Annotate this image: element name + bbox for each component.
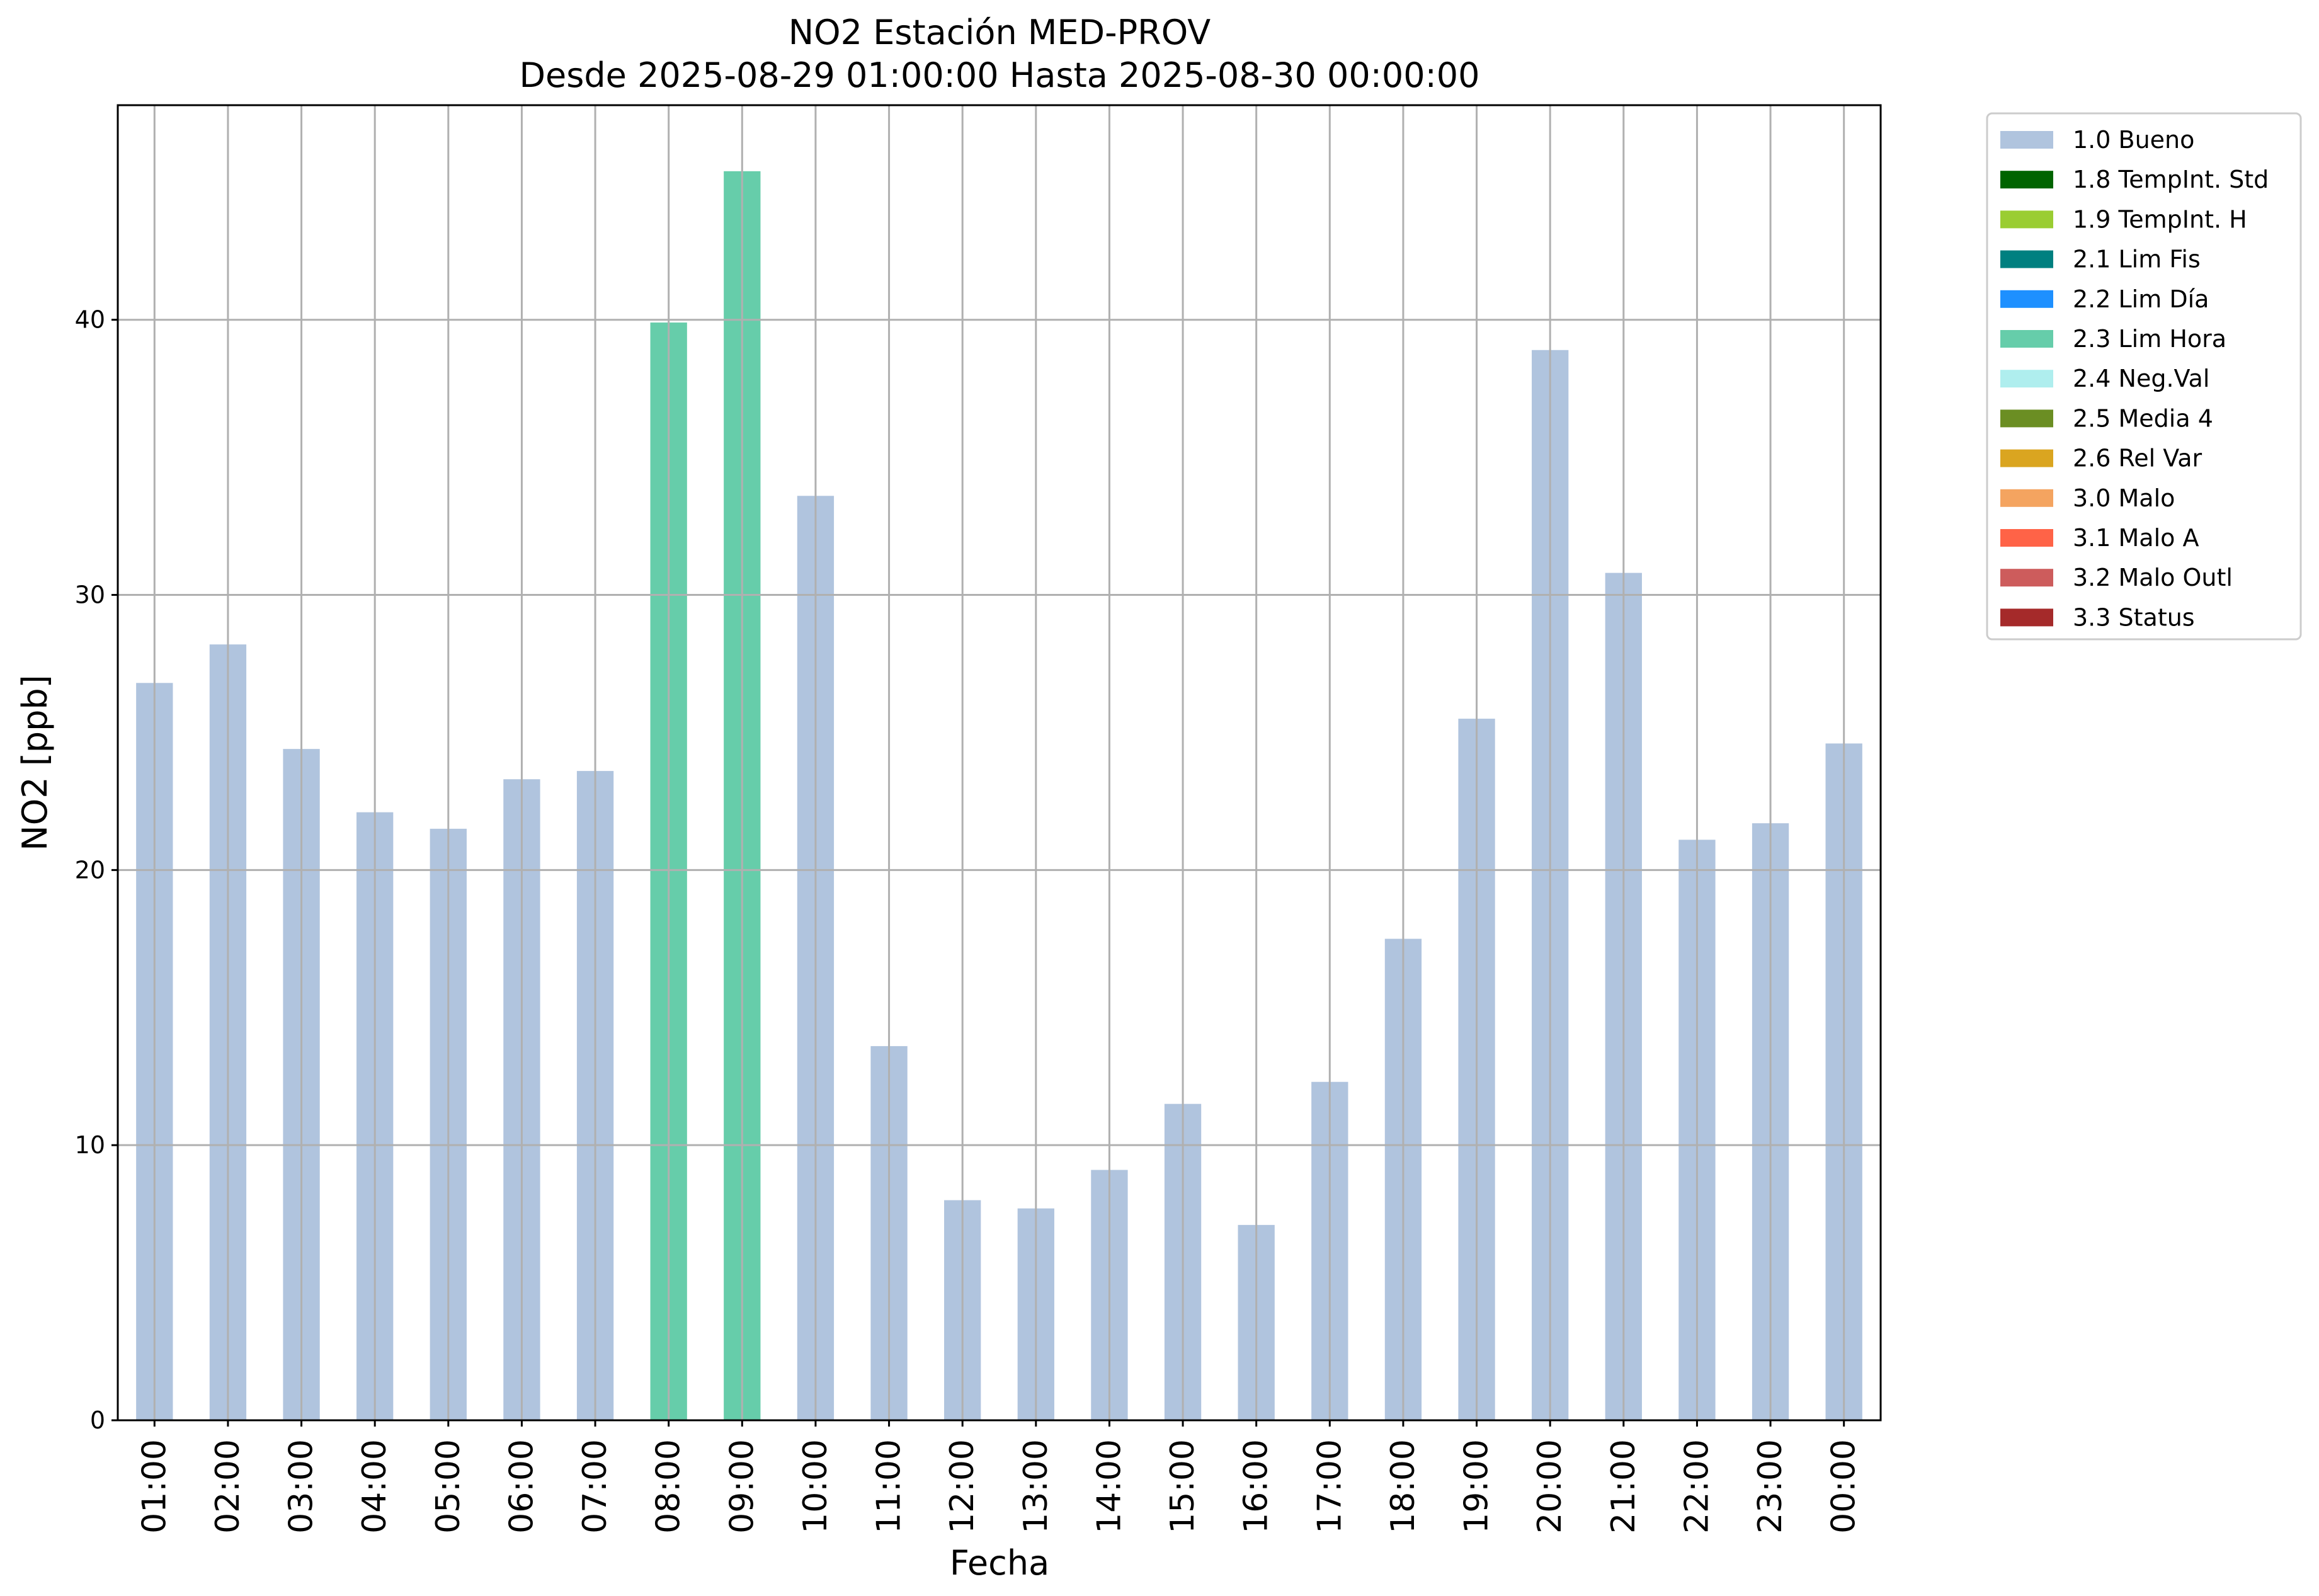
legend-frame: [1986, 112, 2302, 641]
chart-subtitle: Desde 2025-08-29 01:00:00 Hasta 2025-08-…: [519, 55, 1479, 95]
legend-swatch: [2000, 370, 2053, 388]
x-tick-label: 17:00: [1311, 1439, 1348, 1534]
x-tick-label: 20:00: [1531, 1439, 1569, 1534]
legend-swatch: [2000, 210, 2053, 229]
x-tick-label: 10:00: [797, 1439, 835, 1534]
legend-label: 1.8 TempInt. Std: [2073, 166, 2269, 193]
x-tick-label: 15:00: [1164, 1439, 1202, 1534]
x-tick-label: 02:00: [209, 1439, 247, 1534]
x-tick-label: 19:00: [1458, 1439, 1496, 1534]
y-tick-label: 0: [90, 1406, 105, 1434]
legend-label: 1.9 TempInt. H: [2073, 205, 2247, 233]
x-tick-label: 07:00: [576, 1439, 614, 1534]
plot-frame: [117, 104, 1882, 1422]
legend-swatch: [2000, 608, 2053, 627]
x-tick-label: 13:00: [1017, 1439, 1055, 1534]
x-tick-label: 01:00: [135, 1439, 173, 1534]
x-tick-label: 18:00: [1384, 1439, 1422, 1534]
x-tick-label: 12:00: [943, 1439, 981, 1534]
legend-label: 2.4 Neg.Val: [2073, 365, 2209, 392]
legend-swatch: [2000, 409, 2053, 428]
y-tick-label: 30: [75, 581, 105, 609]
legend-swatch: [2000, 569, 2053, 587]
y-tick-label: 10: [75, 1131, 105, 1159]
legend-label: 3.0 Malo: [2073, 484, 2175, 512]
legend-swatch: [2000, 529, 2053, 547]
legend-label: 3.3 Status: [2073, 603, 2195, 631]
legend-label: 3.2 Malo Outl: [2073, 564, 2233, 591]
y-tick-label: 40: [75, 306, 105, 334]
x-tick-label: 14:00: [1090, 1439, 1128, 1534]
y-axis: 0 10 20 30 40: [75, 306, 118, 1434]
x-tick-label: 22:00: [1678, 1439, 1716, 1534]
x-tick-label: 00:00: [1825, 1439, 1863, 1534]
legend: 1.0 Bueno 1.8 TempInt. Std 1.9 TempInt. H 2…: [1986, 112, 2302, 641]
legend-label: 1.0 Bueno: [2073, 126, 2194, 154]
legend-swatch: [2000, 171, 2053, 189]
y-axis-label: NO2 [ppb]: [15, 675, 55, 850]
x-tick-label: 06:00: [503, 1439, 540, 1534]
x-tick-label: 11:00: [870, 1439, 908, 1534]
x-tick-label: 04:00: [356, 1439, 394, 1534]
legend-swatch: [2000, 449, 2053, 467]
legend-label: 2.5 Media 4: [2073, 404, 2213, 432]
legend-label: 2.1 Lim Fis: [2073, 246, 2201, 273]
legend-swatch: [2000, 290, 2053, 308]
x-tick-label: 05:00: [430, 1439, 467, 1534]
legend-label: 2.3 Lim Hora: [2073, 325, 2226, 353]
x-tick-label: 03:00: [283, 1439, 321, 1534]
legend-label: 3.1 Malo A: [2073, 524, 2199, 552]
x-axis: 01:00 02:00 03:00 04:00 05:00 06:00 07:00 08:00…: [135, 1420, 1863, 1534]
x-tick-label: 23:00: [1752, 1439, 1789, 1534]
legend-swatch: [2000, 250, 2053, 268]
legend-label: 2.6 Rel Var: [2073, 445, 2202, 472]
grid: [118, 105, 1881, 1420]
chart-title: NO2 Estación MED-PROV: [789, 13, 1211, 52]
x-tick-label: 16:00: [1238, 1439, 1275, 1534]
x-tick-label: 09:00: [723, 1439, 761, 1534]
legend-label: 2.2 Lim Día: [2073, 285, 2209, 313]
x-axis-label: Fecha: [950, 1543, 1049, 1583]
legend-swatch: [2000, 131, 2053, 149]
x-tick-label: 21:00: [1605, 1439, 1643, 1534]
legend-swatch: [2000, 489, 2053, 507]
y-tick-label: 20: [75, 856, 105, 884]
legend-swatch: [2000, 330, 2053, 348]
x-tick-label: 08:00: [650, 1439, 688, 1534]
